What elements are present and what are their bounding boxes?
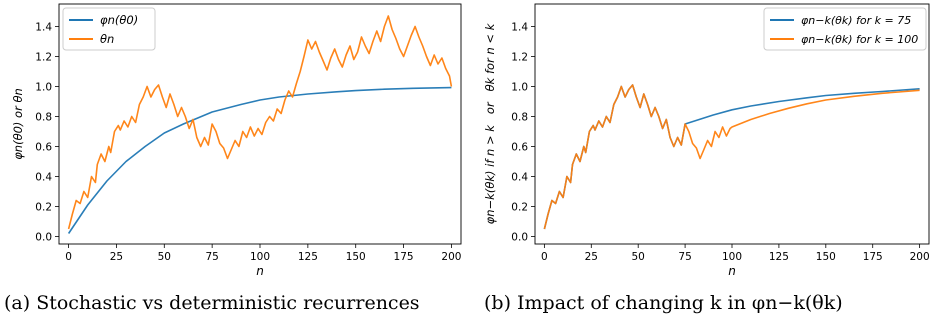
x-tick-label: 100 — [250, 251, 270, 263]
series-line-1 — [543, 84, 920, 230]
y-axis-label: φn−k(θk) if n > k or θk for n < k — [483, 22, 497, 224]
series-lines — [543, 84, 920, 230]
x-tick-label: 0 — [65, 251, 72, 263]
y-tick-label: 1.0 — [511, 82, 528, 94]
y-tick-label: 1.4 — [35, 22, 52, 34]
y-tick-label: 0.8 — [35, 112, 52, 124]
series-line-0 — [67, 86, 452, 234]
y-tick-label: 0.8 — [511, 112, 528, 124]
legend: φn−k(θk) for k = 75 φn−k(θk) for k = 100 — [763, 7, 927, 51]
panel-a: 0 25 50 75 100 125 150 175 200 0.0 0.2 0.4 0.6 0.8 1.0… — [11, 3, 461, 278]
y-tick-label: 0.2 — [35, 202, 52, 214]
x-tick-label: 125 — [769, 251, 789, 263]
y-tick-label: 1.2 — [511, 52, 528, 64]
legend: φn(θ0) θn — [62, 7, 156, 51]
y-tick-label: 0.6 — [511, 142, 528, 154]
x-axis-label: n — [728, 264, 736, 278]
x-tick-label: 200 — [441, 251, 461, 263]
legend-label-k100: φn−k(θk) for k = 100 — [801, 33, 918, 46]
panel-b: 0 25 50 75 100 125 150 175 200 0.0 0.2 0.4 0.6 0.8 1.0… — [483, 3, 930, 278]
x-tick-label: 75 — [678, 251, 691, 263]
y-tick-label: 0.2 — [511, 202, 528, 214]
y-tick-label: 0.6 — [35, 142, 52, 154]
y-tick-label: 0.4 — [35, 172, 52, 184]
axis-ticks: 0 25 50 75 100 125 150 175 200 0.0 0.2 0.4 0.6 0.8 1.0… — [511, 22, 929, 264]
x-tick-label: 50 — [158, 251, 171, 263]
legend-label-k75: φn−k(θk) for k = 75 — [801, 14, 911, 27]
x-tick-label: 200 — [910, 251, 930, 263]
x-tick-label: 75 — [205, 251, 218, 263]
y-tick-label: 1.2 — [35, 52, 52, 64]
y-axis-label: φn(θ0) or θn — [11, 88, 25, 160]
caption-b: (b) Impact of changing k in φn−k(θk) — [484, 292, 843, 314]
series-lines — [67, 15, 453, 234]
y-tick-label: 0.4 — [511, 172, 528, 184]
legend-label-theta: θn — [100, 32, 114, 46]
x-tick-label: 175 — [863, 251, 883, 263]
x-tick-label: 0 — [541, 251, 548, 263]
x-tick-label: 25 — [585, 251, 598, 263]
y-tick-label: 1.4 — [511, 22, 528, 34]
y-tick-label: 0.0 — [511, 232, 528, 244]
x-tick-label: 150 — [816, 251, 836, 263]
legend-label-phi: φn(θ0) — [100, 13, 138, 27]
x-tick-label: 50 — [632, 251, 645, 263]
x-tick-label: 150 — [346, 251, 366, 263]
series-line-0 — [543, 84, 920, 230]
x-tick-label: 125 — [298, 251, 318, 263]
legend-frame — [763, 7, 927, 51]
x-tick-label: 25 — [110, 251, 123, 263]
y-tick-label: 1.0 — [35, 82, 52, 94]
x-tick-label: 100 — [722, 251, 742, 263]
x-axis-label: n — [256, 264, 264, 278]
y-tick-label: 0.0 — [35, 232, 52, 244]
caption-a: (a) Stochastic vs deterministic recurren… — [4, 292, 420, 314]
x-tick-label: 175 — [394, 251, 414, 263]
series-line-1 — [67, 15, 453, 230]
axis-ticks: 0 25 50 75 100 125 150 175 200 0.0 0.2 0.4 0.6 0.8 1.0… — [35, 22, 461, 264]
